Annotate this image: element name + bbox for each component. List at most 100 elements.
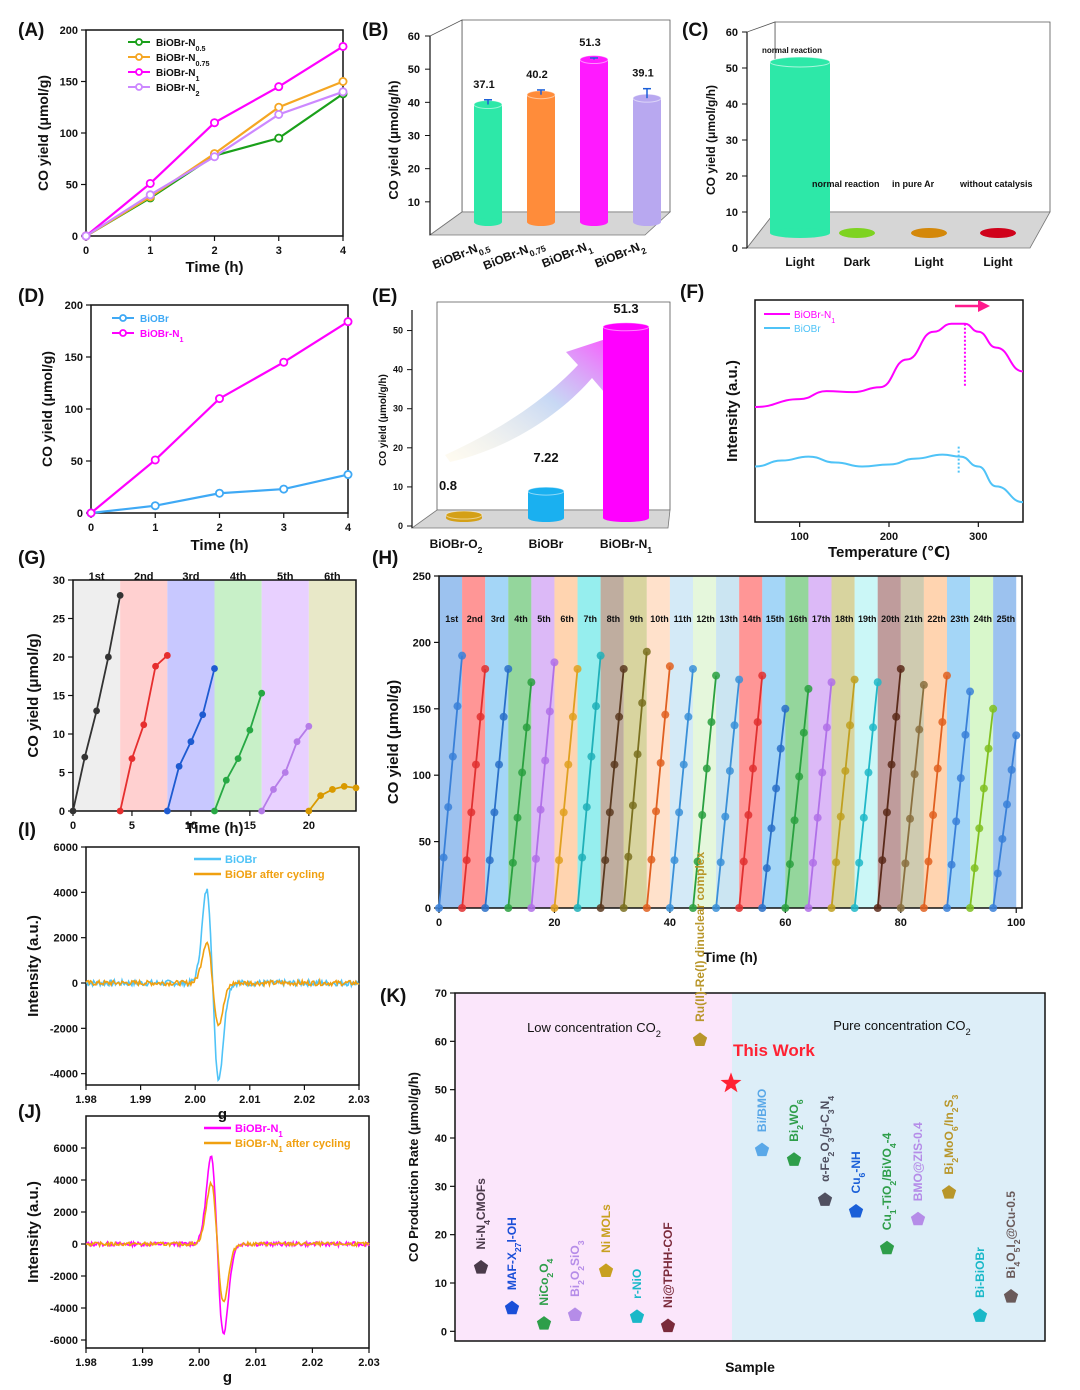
data-point [222, 776, 230, 784]
data-point [924, 857, 933, 866]
x-tick-label: 20 [303, 820, 315, 832]
data-point [804, 904, 813, 912]
data-point [859, 813, 868, 822]
data-point [568, 712, 577, 721]
series-line [85, 45, 344, 237]
data-point [274, 109, 284, 119]
cycle-label: 12th [696, 614, 715, 624]
bar [527, 94, 555, 222]
data-point [508, 858, 517, 867]
data-point [481, 904, 490, 912]
y-tick-label: 30 [726, 135, 738, 147]
data-point [809, 858, 818, 867]
series-line [715, 679, 741, 909]
data-point [970, 864, 979, 873]
cycle-label: 25th [997, 614, 1016, 624]
legend-label: BiOBr-N1 [794, 310, 835, 325]
x-axis-label: Time (h) [185, 820, 243, 837]
x-tick-label: 2.00 [188, 1357, 209, 1369]
data-point [592, 702, 601, 711]
x-axis-label: g [223, 1369, 232, 1386]
bar [633, 98, 661, 222]
data-label: 39.1 [632, 68, 653, 80]
y-tick-label: 40 [393, 365, 403, 375]
data-point [887, 760, 896, 769]
cycle-band [308, 580, 356, 811]
panel-label: (H) [372, 548, 398, 569]
data-point [435, 904, 443, 912]
data-point [961, 730, 970, 739]
series-line [484, 668, 510, 909]
data-point [845, 721, 854, 730]
data-point [947, 860, 956, 869]
data-point [753, 718, 762, 727]
panel-label: (F) [680, 282, 704, 303]
cycle-label: 4th [514, 614, 528, 624]
data-point [624, 852, 633, 861]
data-point [629, 1309, 645, 1323]
y-tick-label: 40 [726, 99, 738, 111]
data-point [150, 501, 160, 511]
data-point [86, 508, 96, 518]
y-tick-label: 5 [59, 768, 65, 780]
panel-label: (C) [682, 20, 708, 41]
data-point [504, 904, 513, 912]
data-point [638, 698, 647, 707]
bar-annotation: normal reaction [762, 46, 822, 55]
x-tick-label: 2.02 [302, 1357, 323, 1369]
data-point [938, 718, 947, 727]
data-point [439, 853, 448, 862]
data-point [545, 707, 554, 716]
data-point [1007, 765, 1016, 774]
x-tick-label: 60 [779, 917, 791, 929]
data-point [804, 684, 813, 693]
panel-label: (E) [372, 286, 397, 307]
data-point [69, 807, 77, 815]
y-tick-label: 60 [726, 27, 738, 39]
data-point [941, 1185, 957, 1199]
data-label: 51.3 [613, 301, 638, 316]
cycle-band [923, 576, 947, 908]
y-tick-label: 0 [72, 1239, 78, 1251]
cycle-band [993, 576, 1017, 908]
point-label: Ni MOLs [599, 1204, 613, 1253]
panel-label: (J) [18, 1102, 41, 1123]
data-point [896, 664, 905, 673]
data-point [81, 753, 89, 761]
data-point [550, 658, 559, 667]
data-point [444, 803, 453, 812]
y-tick-label: 50 [726, 63, 738, 75]
data-point [504, 664, 513, 673]
data-point [670, 856, 679, 865]
data-point [749, 764, 758, 773]
x-tick-label: 2.02 [294, 1094, 315, 1106]
data-point [467, 808, 476, 817]
cycle-label: 6th [560, 614, 574, 624]
x-category-label: Light [785, 255, 814, 269]
bar-top [602, 322, 650, 332]
x-category-label: Light [914, 255, 943, 269]
data-point [578, 853, 587, 862]
y-tick-label: 0 [398, 521, 403, 531]
point-label: Bi4O5I2@Cu-0.5 [1004, 1191, 1022, 1279]
data-point [647, 855, 656, 864]
data-point [564, 760, 573, 769]
panel-j-axes [85, 1115, 370, 1349]
series-line [622, 651, 648, 909]
cycle-label: 24th [973, 614, 992, 624]
data-point [979, 784, 988, 793]
y-tick-label: 30 [53, 575, 65, 587]
bar-annotation: without catalysis [959, 179, 1033, 189]
data-point [596, 904, 605, 912]
x-category-label: BiOBr-N0.5 [430, 237, 492, 276]
data-point [813, 813, 822, 822]
panel-i-axes [85, 846, 360, 1086]
series-line [438, 655, 463, 909]
x-tick-label: 10 [185, 820, 197, 832]
y-tick-label: 4000 [54, 1175, 78, 1187]
cycle-band [808, 576, 832, 908]
legend-marker [135, 83, 143, 91]
point-label: Cu6-NH [849, 1151, 867, 1193]
data-point [258, 689, 266, 697]
data-point [163, 652, 171, 659]
